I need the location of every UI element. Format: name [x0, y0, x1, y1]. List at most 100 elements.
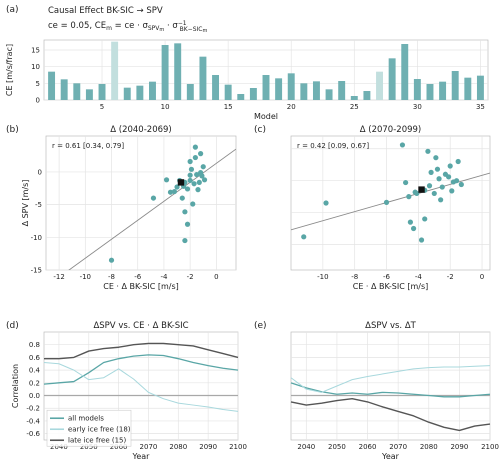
- bar: [149, 81, 156, 100]
- x-tick-label: 0: [214, 273, 218, 281]
- scatter-point: [410, 225, 417, 232]
- plot-frame: [290, 331, 491, 441]
- plot-frame: [45, 135, 237, 271]
- scatter-point: [458, 181, 464, 188]
- x-tick-label: -2: [187, 273, 194, 281]
- series-line: [290, 382, 491, 398]
- scatter-point: [192, 154, 198, 161]
- x-tick-label: -12: [53, 273, 64, 281]
- bar: [275, 78, 283, 100]
- bar: [111, 41, 119, 100]
- y-axis-label: Correlation: [11, 364, 20, 408]
- x-tick-label-a: 30: [413, 103, 422, 111]
- x-tick-label: 2070: [389, 443, 407, 451]
- scatter-point: [455, 158, 461, 165]
- x-tick-label: 2060: [110, 443, 128, 451]
- x-tick-label: 2080: [420, 443, 438, 451]
- bar: [476, 75, 484, 100]
- scatter-point: [422, 216, 428, 222]
- scatter-point: [403, 179, 409, 186]
- scatter-point: [150, 195, 157, 201]
- x-tick-label: -10: [317, 273, 328, 281]
- scatter-point: [406, 194, 412, 200]
- x-tick-label: -8: [108, 273, 115, 281]
- x-tick-label-a: 10: [161, 103, 170, 111]
- panel-title: ΔSPV vs. CE · Δ BK-SIC: [93, 321, 188, 331]
- panel-c-scatter: -10 -8 -6 -4 -2 0 r = 0.42 [0.09, 0.67] Δ (2070…: [254, 125, 491, 291]
- scatter-point: [301, 234, 307, 240]
- panel-title: Δ (2070-2099): [360, 125, 421, 135]
- x-tick-label: -10: [80, 273, 91, 281]
- plot-frame: [290, 135, 491, 271]
- y-tick-label: -0.4: [26, 417, 40, 425]
- bar: [413, 79, 421, 100]
- x-axis-label: Year: [132, 452, 151, 461]
- x-tick-label: 2040: [50, 443, 68, 451]
- scatter-point: [196, 179, 202, 186]
- series-line: [43, 354, 239, 385]
- x-tick-label-a: 15: [224, 103, 233, 111]
- scatter-point: [453, 178, 460, 184]
- bar: [262, 75, 270, 100]
- bar: [287, 73, 295, 100]
- scatter-point: [199, 173, 205, 179]
- x-tick-label: -6: [134, 273, 142, 281]
- bar: [426, 84, 434, 100]
- y-tick-label: -10: [31, 234, 42, 242]
- x-axis-label: CE · Δ BK-SIC [m/s]: [353, 282, 429, 291]
- bar: [224, 84, 232, 100]
- scatter-point: [439, 184, 445, 190]
- bar: [439, 81, 447, 100]
- bar: [338, 81, 346, 100]
- scatter-point: [187, 158, 193, 165]
- panel-title: ΔSPV vs. ΔT: [365, 321, 417, 331]
- x-tick-label: 2050: [328, 443, 346, 451]
- legend-label: early ice free (18): [68, 426, 131, 434]
- y-tick-label: 0.8: [29, 341, 40, 349]
- x-axis-label: Year: [381, 452, 400, 461]
- scatter-point: [108, 257, 115, 263]
- x-tick-label: 2040: [297, 443, 315, 451]
- scatter-point: [187, 172, 193, 178]
- x-tick-label: -4: [160, 273, 168, 281]
- y-axis-label: Δ SPV [m/s]: [21, 180, 30, 227]
- bar: [85, 89, 93, 100]
- panel-label: (d): [6, 321, 19, 331]
- bar: [174, 43, 182, 100]
- scatter-point: [425, 148, 431, 154]
- ensemble-mean-marker: [418, 186, 425, 193]
- y-tick-label-a: 10: [31, 63, 40, 71]
- bar: [73, 83, 81, 100]
- legend-label: all models: [68, 415, 104, 423]
- panel-b-scatter: -12 -10 -8 -6 -4 -2 0 -15 -10 -5 0 r = 0.61 [0.34, …: [6, 125, 237, 291]
- scatter-point: [431, 190, 437, 197]
- bar: [350, 96, 358, 100]
- series-line: [43, 361, 239, 412]
- panel-label: (e): [254, 321, 267, 331]
- scatter-point: [198, 151, 204, 157]
- scatter-point: [449, 188, 455, 194]
- scatter-point: [188, 166, 195, 172]
- scatter-point: [407, 219, 413, 225]
- series-line: [44, 342, 239, 360]
- bar: [136, 85, 144, 100]
- header-line1: Causal Effect BK-SIC → SPV: [48, 6, 163, 16]
- scatter-point: [182, 237, 188, 244]
- series-line: [290, 365, 491, 393]
- scatter-point: [187, 177, 193, 184]
- bar: [325, 89, 333, 100]
- ensemble-mean-marker: [177, 179, 185, 186]
- scatter-point: [433, 155, 439, 161]
- y-tick-label: -0.6: [26, 430, 40, 438]
- scatter-point: [182, 209, 188, 215]
- x-tick-label: -8: [351, 273, 358, 281]
- bar: [48, 71, 56, 100]
- correlation-annotation: r = 0.42 [0.09, 0.67]: [297, 142, 369, 150]
- scatter-point: [195, 187, 201, 193]
- regression-line: [68, 148, 236, 270]
- legend-label: late ice free (15): [68, 437, 127, 445]
- scatter-point: [446, 174, 452, 180]
- scatter-point: [434, 166, 441, 172]
- bar: [123, 87, 131, 100]
- panel-a-bar-chart: 0 5 10 15 5 10 15 20 25 30 35 Model CE [m/s/frac]: [5, 39, 489, 121]
